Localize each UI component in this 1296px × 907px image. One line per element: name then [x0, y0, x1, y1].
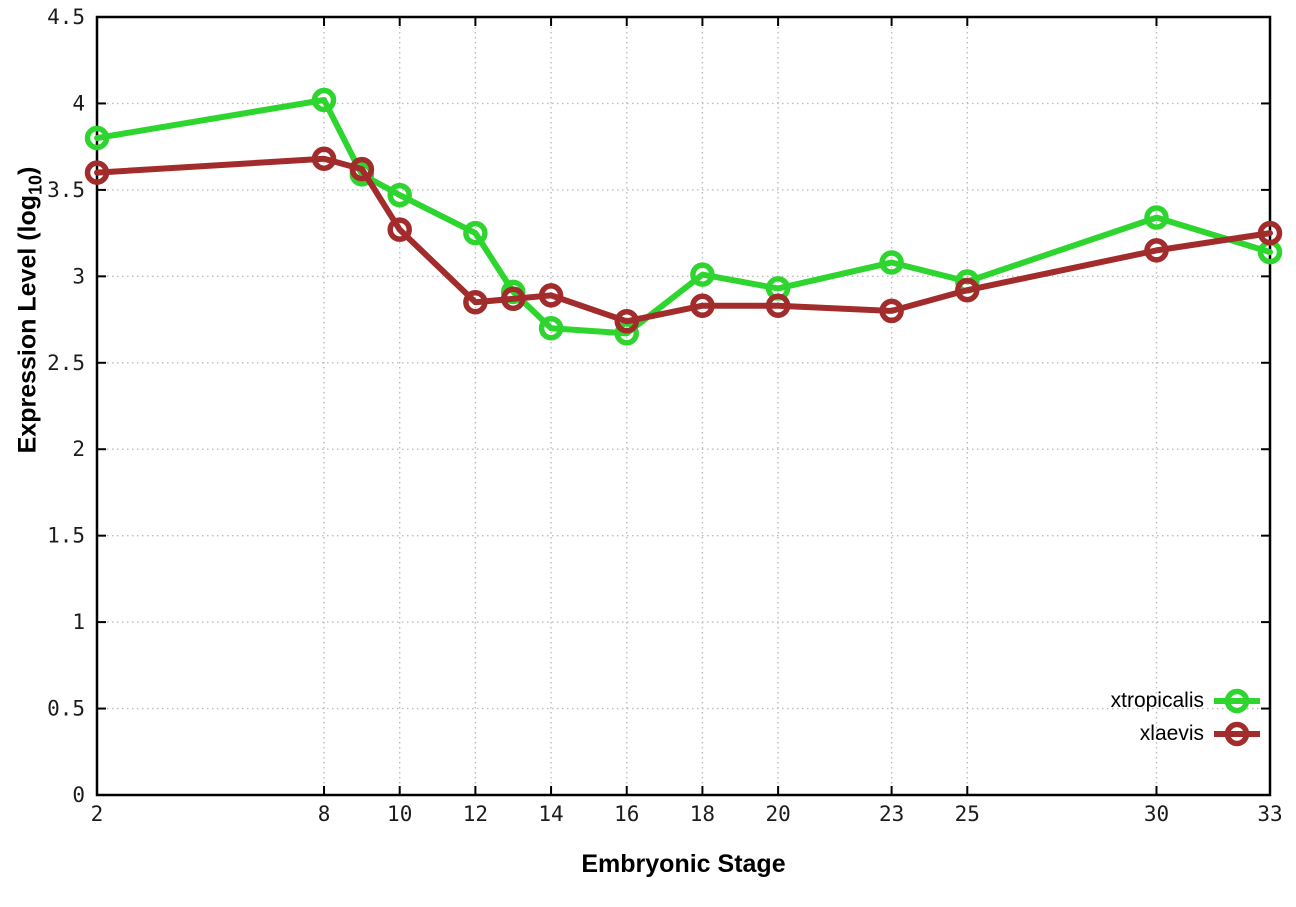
data-point-xtropicalis [879, 250, 904, 275]
data-point-xtropicalis [538, 315, 564, 341]
series-line-xtropicalis [94, 96, 1273, 337]
legend-marker-icon [1214, 721, 1260, 746]
data-point-xlaevis [879, 298, 904, 324]
plot-border [95, 15, 1272, 797]
x-tick-label: 8 [318, 802, 331, 826]
data-point-xlaevis [614, 309, 639, 334]
data-point-xlaevis [311, 146, 337, 172]
x-tick-label: 18 [690, 802, 715, 826]
data-point-xlaevis [387, 217, 412, 242]
data-point-xtropicalis [463, 220, 488, 246]
legend-label-xlaevis: xlaevis [1139, 721, 1204, 745]
y-axis-label-subscript: 10 [25, 174, 46, 195]
y-axis-label: Expression Level (log10) [14, 167, 47, 454]
x-tick-label: 12 [463, 802, 488, 826]
x-tick-label: 20 [765, 802, 790, 826]
data-point-xlaevis [765, 293, 791, 318]
x-tick-label: 33 [1257, 802, 1282, 826]
y-axis-label-suffix: ) [13, 166, 42, 175]
x-tick-label: 23 [879, 802, 904, 826]
x-tick-label: 16 [614, 802, 639, 826]
legend-label-xtropicalis: xtropicalis [1110, 688, 1204, 712]
legend-marker-icon [1214, 688, 1260, 713]
x-tick-label: 10 [387, 802, 412, 826]
data-point-xlaevis [538, 283, 564, 308]
data-point-xlaevis [349, 156, 375, 182]
y-tick-label: 1.5 [47, 524, 85, 548]
x-tick-label: 25 [955, 802, 980, 826]
data-point-xtropicalis [690, 262, 715, 287]
legend: xtropicalis xlaevis [1111, 684, 1260, 750]
y-tick-label: 0 [72, 783, 85, 807]
x-axis-label: Embryonic Stage [581, 850, 786, 878]
y-tick-label: 0.5 [47, 697, 85, 721]
y-tick-label: 4.5 [47, 5, 85, 29]
data-point-xlaevis [500, 286, 526, 312]
y-axis-label-text: Expression Level (log [13, 194, 42, 454]
y-tick-label: 3 [72, 264, 85, 288]
data-point-xtropicalis [84, 125, 110, 151]
data-point-xlaevis [1257, 220, 1283, 246]
data-point-xlaevis [955, 277, 980, 303]
y-tick-label: 3.5 [47, 178, 85, 202]
data-point-xlaevis [84, 160, 110, 185]
y-tick-label: 1 [72, 610, 85, 634]
data-point-xlaevis [463, 290, 488, 315]
data-point-xtropicalis [1144, 205, 1169, 230]
data-point-xtropicalis [311, 87, 337, 113]
data-point-xlaevis [690, 293, 715, 318]
y-tick-label: 2 [72, 437, 85, 461]
legend-row-xtropicalis: xtropicalis [1111, 684, 1260, 717]
data-point-xtropicalis [387, 182, 412, 208]
y-tick-label: 2.5 [47, 351, 85, 375]
data-point-xlaevis [1144, 238, 1169, 263]
x-tick-label: 30 [1144, 802, 1169, 826]
x-tick-label: 14 [538, 802, 563, 826]
y-tick-label: 4 [72, 91, 85, 115]
legend-row-xlaevis: xlaevis [1111, 717, 1260, 750]
x-tick-label: 2 [91, 802, 104, 826]
